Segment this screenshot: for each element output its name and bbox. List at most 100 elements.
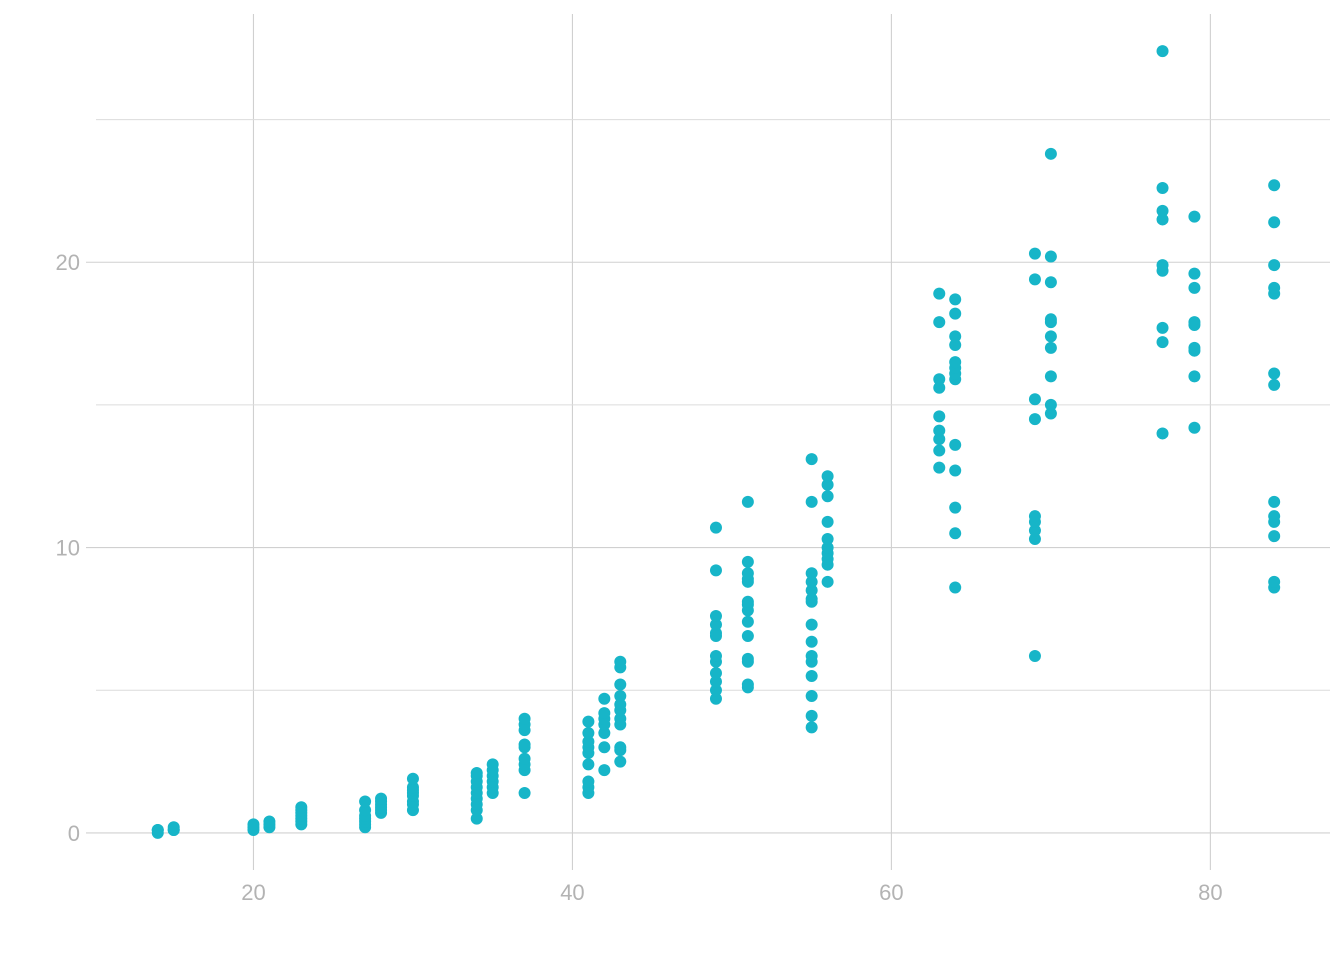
scatter-point — [470, 812, 483, 825]
scatter-point — [518, 712, 531, 725]
y-tick-label: 10 — [56, 536, 80, 561]
y-axis-tick-labels: 0 10 20 — [56, 250, 80, 846]
scatter-point — [949, 527, 962, 540]
scatter-point — [949, 464, 962, 477]
scatter-point — [1044, 147, 1057, 160]
scatter-point — [709, 618, 722, 631]
scatter-point — [805, 721, 818, 734]
scatter-point — [598, 741, 611, 754]
scatter-point — [709, 675, 722, 688]
scatter-point — [741, 555, 754, 568]
scatter-point — [614, 741, 627, 754]
scatter-point — [709, 650, 722, 662]
scatter-point — [1028, 510, 1041, 523]
scatter-point — [821, 470, 834, 483]
scatter-point — [709, 684, 722, 697]
scatter-point — [1028, 273, 1041, 286]
scatter-point — [1268, 530, 1281, 543]
scatter-point — [263, 815, 276, 828]
scatter-point — [805, 567, 818, 580]
scatter-point — [805, 635, 818, 648]
scatter-point — [1156, 213, 1169, 226]
scatter-point — [821, 541, 834, 554]
scatter-point — [1044, 250, 1057, 263]
scatter-point — [1268, 495, 1281, 508]
scatter-point — [598, 707, 611, 720]
scatter-point — [805, 495, 818, 508]
scatter-point — [709, 667, 722, 680]
scatter-point — [949, 581, 962, 594]
scatter-point — [1268, 216, 1281, 229]
scatter-point — [614, 698, 627, 711]
scatter-point — [933, 381, 946, 394]
scatter-point — [582, 775, 595, 788]
scatter-point — [933, 373, 946, 386]
scatter-point — [805, 650, 818, 662]
scatter-point — [582, 715, 595, 728]
scatter-point — [949, 356, 962, 369]
scatter-point — [151, 824, 164, 837]
scatter-point — [614, 689, 627, 702]
scatter-point — [1156, 259, 1169, 272]
scatter-point — [614, 755, 627, 768]
scatter-point — [821, 490, 834, 503]
scatter-point — [805, 669, 818, 682]
scatter-point — [805, 592, 818, 605]
scatter-point — [1188, 341, 1201, 354]
scatter-point — [1156, 427, 1169, 440]
scatter-point — [614, 712, 627, 725]
scatter-point — [821, 575, 834, 588]
scatter-point — [406, 781, 419, 794]
scatter-point — [805, 689, 818, 702]
scatter-point — [933, 424, 946, 437]
scatter-point — [949, 438, 962, 451]
x-tick-label: 80 — [1198, 880, 1222, 905]
x-tick-label: 20 — [241, 880, 265, 905]
scatter-point — [1028, 413, 1041, 426]
scatter-point — [167, 821, 180, 834]
scatter-point — [933, 287, 946, 300]
scatter-point — [1268, 259, 1281, 272]
scatter-point — [614, 678, 627, 691]
scatter-point — [359, 795, 372, 808]
grid-lines — [86, 14, 1330, 870]
scatter-point — [933, 461, 946, 474]
scatter-point — [805, 453, 818, 466]
scatter-point — [598, 764, 611, 777]
scatter-point — [1188, 210, 1201, 223]
scatter-point — [295, 801, 308, 814]
scatter-point — [1268, 378, 1281, 391]
scatter-point — [933, 444, 946, 457]
scatter-point — [1268, 179, 1281, 192]
scatter-point — [1044, 370, 1057, 383]
scatter-point — [598, 727, 611, 740]
x-tick-label: 60 — [879, 880, 903, 905]
scatter-point — [1156, 45, 1169, 58]
x-axis-tick-labels: 20 40 60 80 — [241, 880, 1222, 905]
scatter-point — [518, 786, 531, 799]
scatter-point — [709, 610, 722, 623]
scatter-point — [375, 792, 388, 805]
scatter-point — [1028, 650, 1041, 662]
scatter-point — [741, 595, 754, 608]
scatter-point — [949, 338, 962, 351]
scatter-point — [1268, 367, 1281, 380]
scatter-point — [821, 478, 834, 491]
scatter-point — [805, 584, 818, 597]
scatter-point — [949, 501, 962, 514]
scatter-point — [1044, 341, 1057, 354]
scatter-point — [359, 804, 372, 817]
scatter-point — [486, 758, 499, 771]
scatter-point — [518, 752, 531, 765]
scatter-point — [741, 567, 754, 580]
scatter-point — [805, 618, 818, 631]
scatter-point — [1268, 510, 1281, 523]
scatter-point — [1156, 321, 1169, 334]
scatter-point — [1044, 398, 1057, 411]
scatter-point — [1188, 267, 1201, 280]
scatter-point — [949, 293, 962, 306]
scatter-point — [805, 575, 818, 588]
scatter-point — [1028, 247, 1041, 260]
scatter-point — [1268, 575, 1281, 588]
